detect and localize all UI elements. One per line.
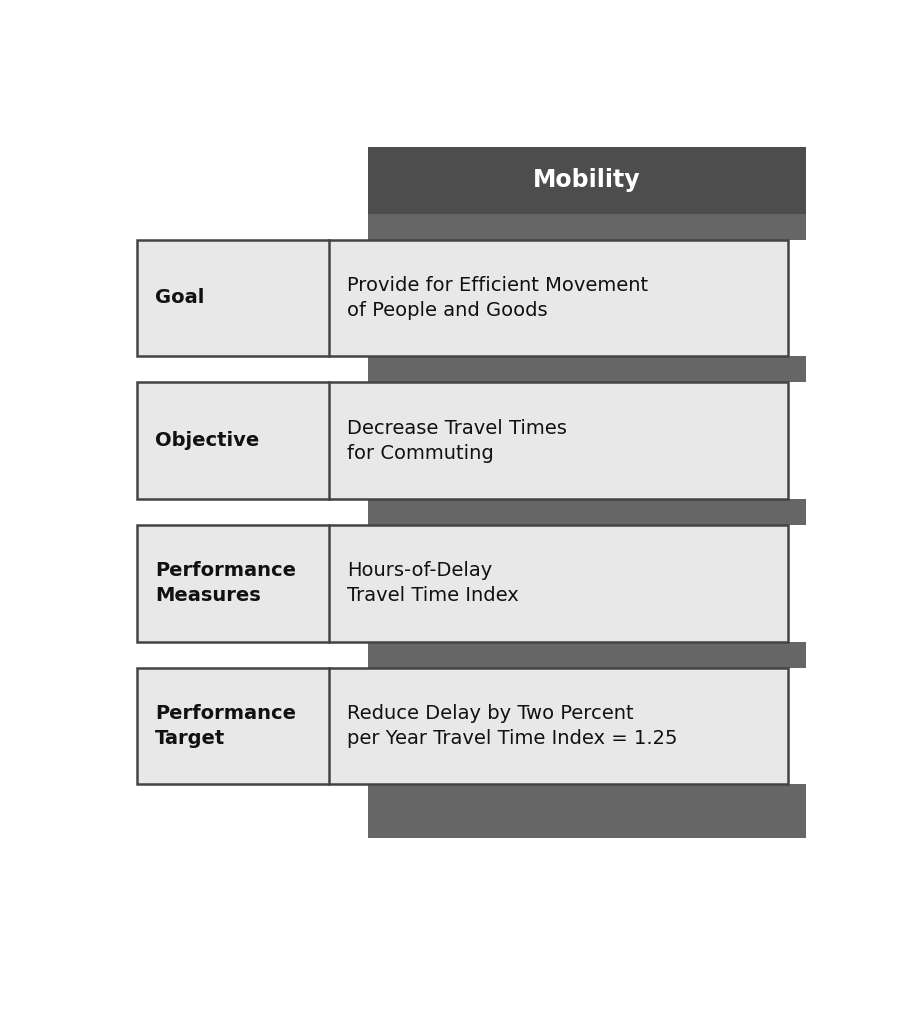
Text: Hours-of-Delay
Travel Time Index: Hours-of-Delay Travel Time Index bbox=[346, 561, 518, 605]
Text: Decrease Travel Times
for Commuting: Decrease Travel Times for Commuting bbox=[346, 419, 566, 463]
FancyBboxPatch shape bbox=[368, 499, 805, 525]
Text: Performance
Target: Performance Target bbox=[155, 705, 296, 749]
FancyBboxPatch shape bbox=[368, 356, 805, 382]
FancyBboxPatch shape bbox=[368, 214, 805, 240]
Text: Performance
Measures: Performance Measures bbox=[155, 561, 296, 605]
FancyBboxPatch shape bbox=[368, 642, 805, 668]
FancyBboxPatch shape bbox=[368, 146, 805, 214]
Text: Mobility: Mobility bbox=[533, 168, 640, 193]
Text: Objective: Objective bbox=[155, 431, 259, 451]
Text: Reduce Delay by Two Percent
per Year Travel Time Index = 1.25: Reduce Delay by Two Percent per Year Tra… bbox=[346, 705, 676, 749]
Text: Goal: Goal bbox=[155, 289, 204, 307]
FancyBboxPatch shape bbox=[137, 525, 787, 642]
FancyBboxPatch shape bbox=[137, 382, 787, 499]
FancyBboxPatch shape bbox=[137, 668, 787, 784]
FancyBboxPatch shape bbox=[368, 784, 805, 838]
FancyBboxPatch shape bbox=[137, 240, 787, 356]
Text: Provide for Efficient Movement
of People and Goods: Provide for Efficient Movement of People… bbox=[346, 275, 648, 319]
